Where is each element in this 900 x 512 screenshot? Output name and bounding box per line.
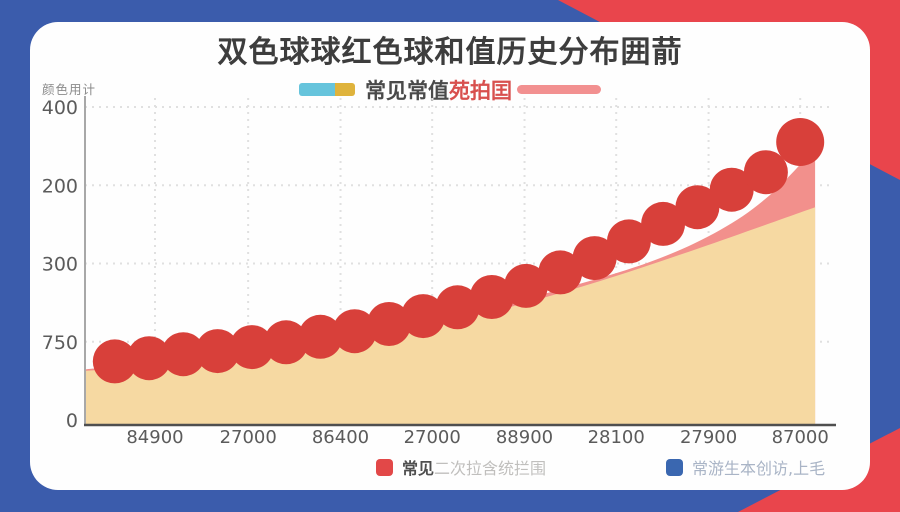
data-dot <box>127 336 172 381</box>
area-common-range <box>85 148 816 426</box>
page-title: 双色球球红色球和值历史分布囲葥 <box>217 35 683 70</box>
y-tick-label: 300 <box>42 254 78 276</box>
data-dot <box>229 325 274 370</box>
salmon-dash-icon <box>517 85 601 94</box>
data-dot <box>298 314 343 359</box>
x-tick-label: 86400 <box>312 427 369 448</box>
data-dot <box>572 236 617 281</box>
x-tick-label: 27000 <box>404 427 461 448</box>
y-tick-label: 0 <box>66 410 78 432</box>
blue-legend-swatch-icon <box>666 458 683 476</box>
x-tick-label: 27900 <box>680 427 737 448</box>
data-dot <box>469 275 514 319</box>
x-tick-label: 28100 <box>588 427 645 448</box>
data-dot <box>367 302 411 346</box>
data-dot <box>504 263 548 308</box>
blue-swatch-icon <box>299 83 335 96</box>
subtitle-legend: 常见常值 苑拍囯 <box>30 78 870 103</box>
data-dot <box>538 250 583 295</box>
data-dot <box>641 201 686 246</box>
x-tick-label: 88900 <box>496 427 553 448</box>
legend-label-2: 常游生本创访,上毛 <box>692 459 826 478</box>
data-dot <box>435 285 480 330</box>
area-base-distribution <box>85 207 816 425</box>
data-dot <box>776 118 825 166</box>
legend-label-1-bold: 常见 <box>402 459 435 478</box>
gold-swatch-icon <box>335 83 355 96</box>
chart-card: 双色球球红色球和值历史分布囲葥 常见常值 苑拍囯 颜色用计 400 200 300 7… <box>30 22 870 490</box>
data-dot <box>195 329 240 374</box>
y-tick-label: 750 <box>42 332 78 354</box>
subtitle-swatch-group <box>299 83 355 96</box>
red-legend-swatch-icon <box>376 458 393 476</box>
x-tick-label: 27000 <box>220 427 277 448</box>
data-dot <box>709 167 754 212</box>
bottom-legend: 常见二次拉含统拦围 常游生本创访,上毛 <box>30 455 870 485</box>
legend-item-common[interactable]: 常见二次拉含统拦围 <box>376 455 546 479</box>
y-tick-label: 200 <box>42 175 78 197</box>
data-dot <box>332 309 377 354</box>
x-tick-label: 84900 <box>126 427 183 448</box>
legend-label-1-light: 二次拉含统拦围 <box>434 459 547 478</box>
subtitle-text-dark: 常见常值 <box>365 78 449 103</box>
data-dot <box>161 332 206 377</box>
data-dot <box>264 320 309 365</box>
x-tick-label: 87000 <box>772 427 829 448</box>
data-dot <box>743 150 788 195</box>
legend-item-baseline[interactable]: 常游生本创访,上毛 <box>666 455 825 479</box>
data-dot <box>606 219 651 264</box>
y-axis-title: 颜色用计 <box>42 82 97 97</box>
data-dot <box>401 294 446 339</box>
subtitle-text-red: 苑拍囯 <box>449 78 512 103</box>
legend-label-1: 常见二次拉含统拦围 <box>402 455 546 479</box>
data-dot <box>92 339 137 384</box>
data-dot <box>675 185 720 230</box>
